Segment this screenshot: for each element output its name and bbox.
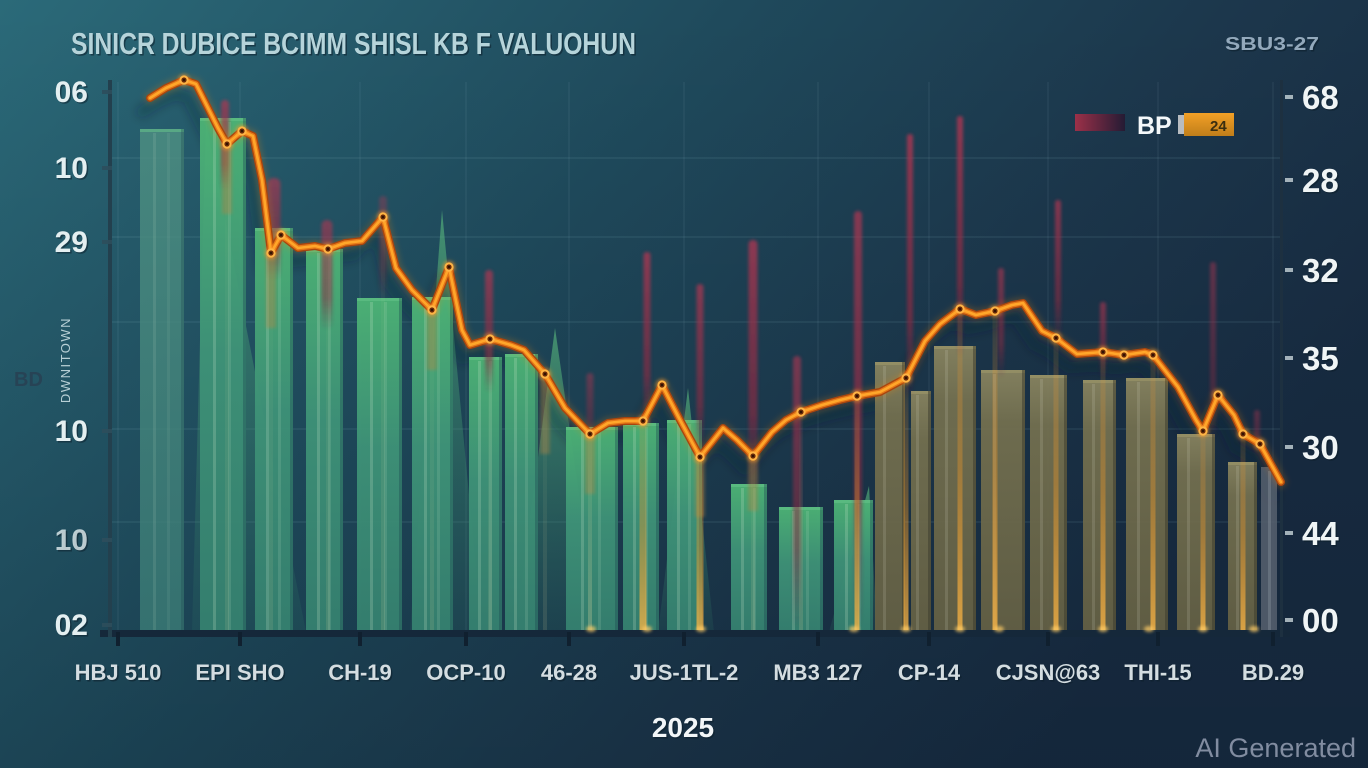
svg-text:32: 32: [1302, 252, 1339, 289]
svg-text:OCP-10: OCP-10: [426, 660, 505, 685]
svg-text:46-28: 46-28: [542, 662, 598, 687]
svg-text:30: 30: [1304, 431, 1341, 468]
svg-text:CH-19: CH-19: [328, 660, 392, 685]
svg-text:CJSN@63: CJSN@63: [997, 662, 1102, 687]
svg-text:CP-14: CP-14: [899, 662, 962, 687]
svg-text:10: 10: [56, 526, 89, 559]
svg-text:SBU3-27: SBU3-27: [1227, 36, 1321, 56]
svg-text:35: 35: [1304, 342, 1341, 379]
svg-text:28: 28: [1304, 164, 1341, 201]
svg-text:EPI SHO: EPI SHO: [197, 662, 286, 687]
svg-text:32: 32: [1304, 254, 1341, 291]
svg-text:OCP-10: OCP-10: [428, 662, 507, 687]
svg-text:35: 35: [1302, 340, 1339, 377]
svg-text:06: 06: [55, 76, 88, 109]
svg-text:29: 29: [55, 226, 88, 259]
svg-text:MB3 127: MB3 127: [775, 662, 864, 687]
svg-text:AI Generated: AI Generated: [1195, 733, 1356, 763]
svg-text:CJSN@63: CJSN@63: [996, 660, 1101, 685]
svg-text:10: 10: [55, 415, 88, 448]
svg-text:BD.29: BD.29: [1243, 662, 1305, 687]
svg-text:44: 44: [1304, 517, 1341, 554]
svg-text:2025: 2025: [652, 712, 714, 743]
svg-text:HBJ 510: HBJ 510: [75, 660, 162, 685]
svg-text:JUS-1TL-2: JUS-1TL-2: [631, 662, 740, 687]
svg-text:BD.29: BD.29: [1242, 660, 1304, 685]
svg-text:46-28: 46-28: [541, 660, 597, 685]
svg-text:SINICR DUBICE BCIMM SHISL KB F: SINICR DUBICE BCIMM SHISL KB F VALUOHUN: [71, 26, 636, 61]
svg-text:30: 30: [1302, 429, 1339, 466]
svg-text:CH-19: CH-19: [330, 662, 394, 687]
svg-text:EPI SHO: EPI SHO: [195, 660, 284, 685]
svg-text:2025: 2025: [653, 714, 715, 745]
svg-text:06: 06: [56, 78, 89, 111]
svg-text:THI-15: THI-15: [1124, 660, 1191, 685]
svg-text:02: 02: [56, 611, 89, 644]
svg-text:DWNITOWN: DWNITOWN: [58, 317, 73, 403]
svg-text:02: 02: [55, 609, 88, 642]
svg-text:THI-15: THI-15: [1126, 662, 1193, 687]
svg-text:CP-14: CP-14: [898, 660, 961, 685]
svg-text:44: 44: [1302, 515, 1339, 552]
svg-text:00: 00: [1302, 602, 1339, 639]
svg-text:10: 10: [55, 524, 88, 557]
svg-text:SINICR DUBICE BCIMM SHISL KB F: SINICR DUBICE BCIMM SHISL KB F VALUOHUN: [73, 28, 638, 63]
svg-text:29: 29: [56, 228, 89, 261]
svg-text:JUS-1TL-2: JUS-1TL-2: [630, 660, 739, 685]
svg-text:24: 24: [1210, 118, 1227, 135]
svg-text:MB3 127: MB3 127: [773, 660, 862, 685]
svg-text:BP: BP: [1137, 112, 1172, 140]
svg-text:10: 10: [56, 154, 89, 187]
svg-text:68: 68: [1304, 81, 1341, 118]
svg-text:00: 00: [1304, 604, 1341, 641]
svg-text:68: 68: [1302, 79, 1339, 116]
svg-text:10: 10: [55, 152, 88, 185]
svg-text:28: 28: [1302, 162, 1339, 199]
svg-text:10: 10: [56, 417, 89, 450]
svg-text:BD: BD: [14, 369, 43, 391]
svg-text:SBU3-27: SBU3-27: [1225, 34, 1319, 54]
svg-text:HBJ 510: HBJ 510: [76, 662, 163, 687]
